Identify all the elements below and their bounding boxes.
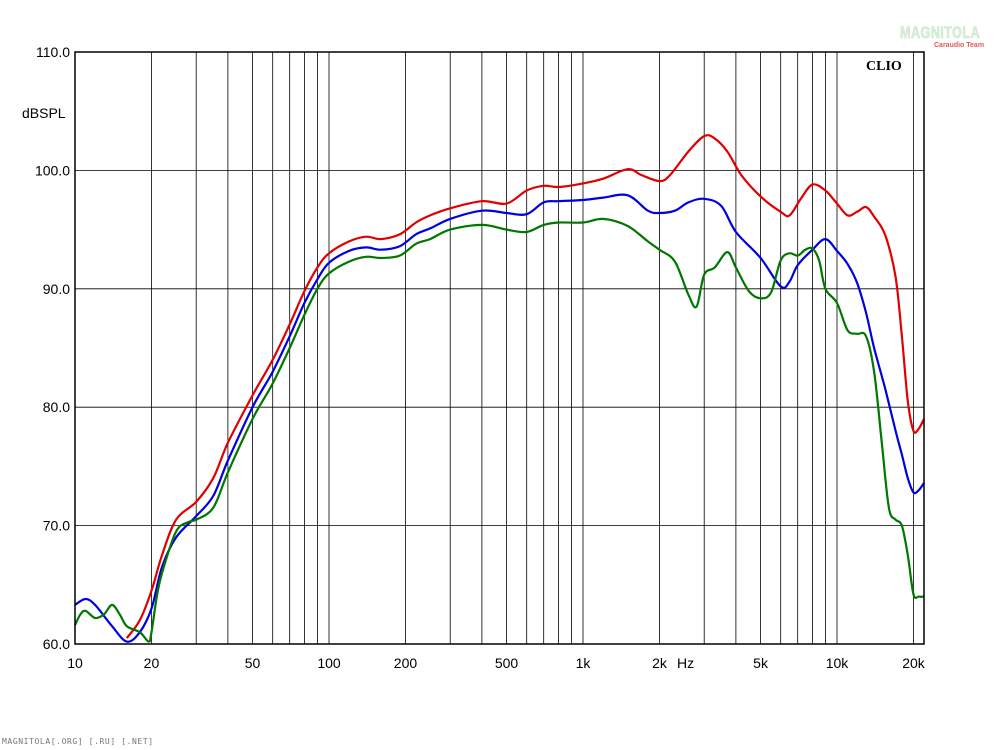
x-tick-label: 10	[67, 655, 83, 671]
x-tick-label: 5k	[753, 655, 769, 671]
y-tick-label: 90.0	[43, 281, 70, 297]
series-line-2	[74, 193, 925, 643]
x-tick-label: 20	[144, 655, 160, 671]
plot-frame	[74, 51, 925, 645]
x-tick-label: 10k	[826, 655, 850, 671]
y-tick-label: 80.0	[43, 399, 70, 415]
y-axis-unit-label: dBSPL	[22, 105, 66, 121]
magnitola-watermark: MAGNITOLA	[900, 23, 980, 42]
x-tick-label: 200	[394, 655, 418, 671]
y-tick-label: 100.0	[35, 162, 70, 178]
series-lines	[74, 134, 925, 643]
magnitola-watermark-subtitle: Caraudio Team	[934, 42, 984, 49]
x-tick-label: 500	[495, 655, 519, 671]
footer-text: MAGNITOLA[.ORG] [.RU] [.NET]	[2, 737, 154, 746]
x-tick-label: 100	[317, 655, 341, 671]
x-tick-label: 50	[245, 655, 261, 671]
x-tick-labels: 10 20 50 100 200 500 1k 2k 5k 10k 20k	[67, 655, 926, 671]
series-line-3	[74, 217, 925, 643]
y-tick-label: 70.0	[43, 518, 70, 534]
grid	[75, 51, 924, 645]
y-tick-labels: 60.0 70.0 80.0 90.0 100.0 110.0	[35, 44, 70, 652]
x-tick-label: 20k	[902, 655, 926, 671]
y-tick-label: 60.0	[43, 636, 70, 652]
x-tick-label: 1k	[576, 655, 592, 671]
x-tick-label: 2k	[652, 655, 668, 671]
clio-brand-label: CLIO	[866, 59, 902, 74]
x-axis-unit-label: Hz	[677, 655, 694, 671]
y-tick-label: 110.0	[36, 44, 70, 60]
series-line-1	[125, 134, 925, 639]
